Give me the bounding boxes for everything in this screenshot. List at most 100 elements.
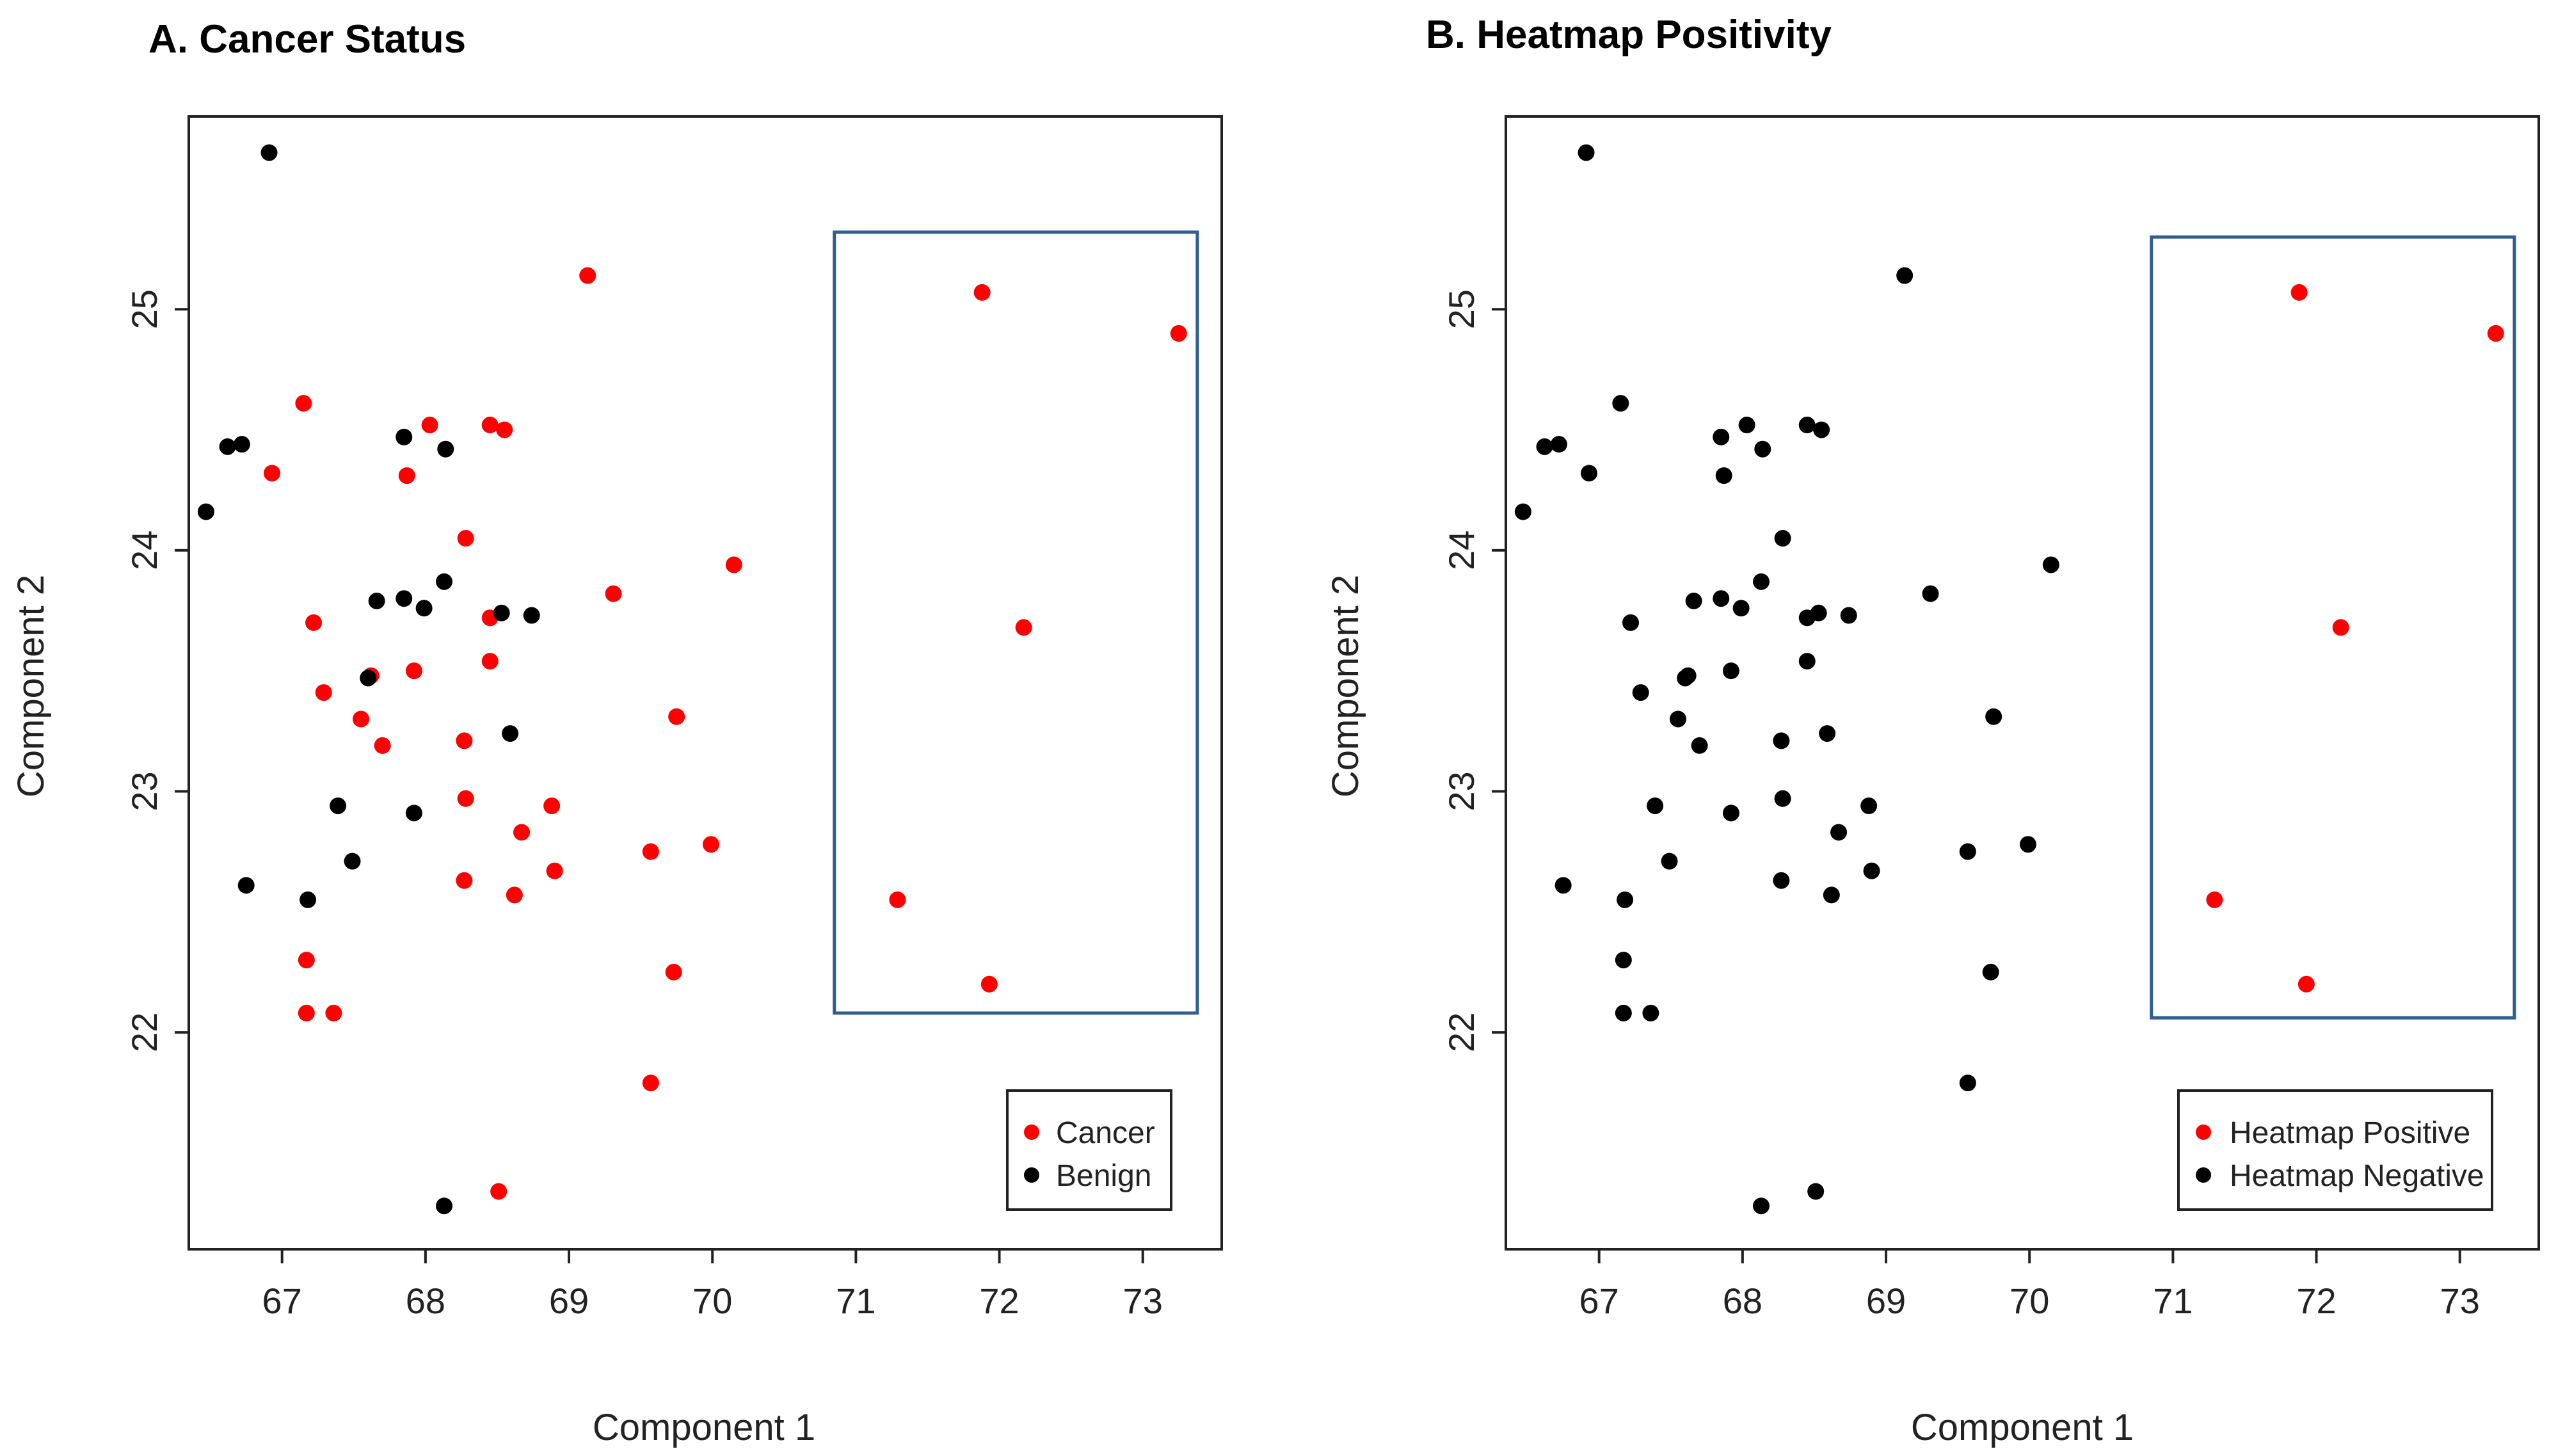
point-benign [436, 1197, 453, 1215]
point-cancer [702, 836, 719, 853]
x-tick-label: 70 [2010, 1281, 2049, 1321]
x-tick-label: 69 [1866, 1281, 1906, 1321]
x-tick-label: 72 [2296, 1281, 2336, 1321]
point-heatmap-negative [1840, 607, 1857, 624]
point-heatmap-negative [1554, 877, 1572, 894]
x-tick-label: 69 [549, 1281, 589, 1321]
legend-marker-benign [1024, 1167, 1039, 1183]
x-tick-label: 73 [1123, 1281, 1163, 1321]
point-heatmap-negative [1754, 440, 1771, 458]
point-heatmap-negative [1830, 824, 1848, 841]
point-benign [237, 877, 255, 894]
point-cancer [490, 1183, 507, 1200]
point-cancer [665, 963, 682, 980]
highlight-box [833, 230, 1199, 1015]
point-heatmap-negative [1647, 797, 1664, 815]
panel-title: A. Cancer Status [148, 17, 466, 61]
point-heatmap-negative [1536, 438, 1553, 455]
legend: Heatmap Positive Heatmap Negative [2177, 1089, 2493, 1211]
point-heatmap-negative [1615, 952, 1632, 969]
point-benign [197, 503, 214, 520]
panel-cancer-status: A. Cancer Status 67 68 69 70 71 72 73 22 23 24 25… [10, 17, 1223, 1448]
point-heatmap-positive [2206, 891, 2223, 908]
point-cancer [315, 684, 332, 701]
point-benign [493, 604, 510, 621]
y-tick-label: 25 [1441, 289, 1482, 329]
point-heatmap-negative [1722, 662, 1739, 680]
point-cancer [298, 952, 315, 969]
legend-frame [1006, 1089, 1172, 1211]
x-tick-label: 72 [979, 1281, 1019, 1321]
point-heatmap-negative [1677, 669, 1694, 687]
plot-frame [1505, 115, 2540, 1251]
point-benign [437, 440, 454, 458]
point-benign [396, 428, 413, 445]
point-heatmap-negative [1612, 395, 1629, 412]
y-tick-label: 24 [124, 531, 164, 570]
y-axis-ticks: 22 23 24 25 [1441, 289, 1506, 1052]
point-benign [502, 725, 519, 742]
point-heatmap-negative [1581, 465, 1598, 482]
point-benign [219, 438, 236, 455]
y-axis-title: Component 2 [10, 575, 52, 797]
point-benign [368, 592, 385, 609]
x-tick-label: 71 [836, 1281, 875, 1321]
point-benign [415, 600, 433, 617]
point-cancer [889, 891, 906, 908]
point-heatmap-negative [1691, 737, 1708, 754]
point-heatmap-negative [1615, 1004, 1632, 1021]
x-tick-label: 67 [262, 1281, 302, 1321]
x-tick-label: 68 [406, 1281, 445, 1321]
x-axis-title: Component 1 [1911, 1407, 2134, 1448]
point-cancer [421, 417, 438, 434]
point-benign [436, 573, 453, 590]
point-cancer [725, 556, 742, 573]
legend-label-cancer: Cancer [1056, 1116, 1155, 1150]
point-heatmap-negative [1813, 421, 1830, 438]
point-heatmap-negative [1959, 1075, 1976, 1092]
point-heatmap-negative [1713, 590, 1730, 607]
point-heatmap-negative [1860, 797, 1878, 815]
point-heatmap-negative [1985, 708, 2002, 725]
point-heatmap-negative [1732, 600, 1750, 617]
point-cancer [980, 975, 998, 993]
point-cancer [374, 737, 391, 754]
point-heatmap-negative [1819, 725, 1836, 742]
point-heatmap-negative [2042, 556, 2059, 573]
y-tick-label: 22 [1441, 1012, 1482, 1052]
point-cancer [457, 530, 474, 547]
point-heatmap-negative [1738, 417, 1755, 434]
point-heatmap-negative [1578, 144, 1595, 161]
point-heatmap-negative [1810, 604, 1827, 621]
point-heatmap-negative [1774, 790, 1791, 807]
point-heatmap-negative [1982, 963, 1999, 980]
x-tick-label: 73 [2440, 1281, 2480, 1321]
point-heatmap-negative [1896, 267, 1914, 284]
point-cancer [1015, 619, 1032, 636]
highlight-box [2150, 235, 2516, 1020]
point-heatmap-negative [1922, 585, 1939, 602]
y-axis-ticks: 22 23 24 25 [124, 289, 189, 1052]
point-benign [233, 436, 250, 453]
panel-title: B. Heatmap Positivity [1426, 13, 1832, 57]
x-axis-ticks: 67 68 69 70 71 72 73 [1579, 1249, 2480, 1321]
point-heatmap-negative [1617, 891, 1634, 908]
point-heatmap-negative [1798, 417, 1816, 434]
point-cancer [295, 395, 312, 412]
legend-label-negative: Heatmap Negative [2230, 1159, 2484, 1193]
point-cancer [543, 797, 561, 815]
point-cancer [546, 862, 563, 879]
point-heatmap-negative [1823, 886, 1840, 904]
legend-marker-negative [2196, 1167, 2211, 1183]
legend-label-benign: Benign [1056, 1159, 1151, 1193]
point-benign [260, 144, 278, 161]
scatter-points [197, 144, 1187, 1215]
point-heatmap-negative [1685, 592, 1702, 609]
legend-frame [2177, 1089, 2493, 1211]
point-heatmap-negative [1959, 843, 1976, 860]
legend-marker-positive [2196, 1124, 2211, 1140]
point-heatmap-positive [2332, 619, 2349, 636]
point-benign [405, 804, 422, 822]
point-heatmap-positive [2290, 284, 2308, 301]
point-heatmap-negative [1642, 1004, 1659, 1021]
